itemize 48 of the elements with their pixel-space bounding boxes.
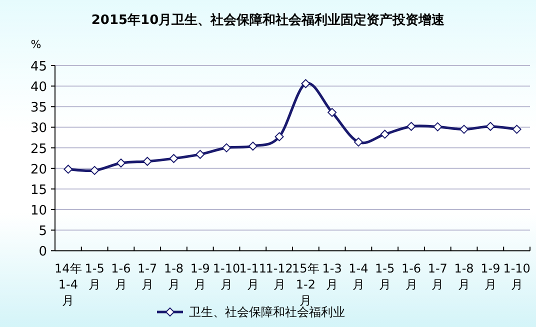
point bbox=[512, 124, 522, 134]
chart-title: 2015年10月卫生、社会保障和社会福利业固定资产投资增速 bbox=[91, 12, 446, 28]
point bbox=[64, 164, 73, 174]
y-tick-label: 5 bbox=[38, 224, 47, 240]
point bbox=[274, 132, 284, 142]
x-tick-label: 1-12月 bbox=[266, 262, 293, 292]
y-tick-label: 35 bbox=[30, 100, 47, 116]
x-tick-label: 1-8月 bbox=[454, 262, 474, 292]
x-tick-label: 1-7月 bbox=[428, 262, 448, 292]
x-tick-label: 1-3月 bbox=[322, 262, 342, 292]
y-tick-label: 20 bbox=[30, 162, 47, 178]
x-tick-label: 1-5月 bbox=[375, 262, 395, 292]
x-tick-label: 1-5月 bbox=[84, 262, 104, 292]
x-tick-label: 1-8月 bbox=[164, 262, 184, 292]
x-tick-label: 1-7月 bbox=[138, 262, 158, 292]
x-tick-label: 1-4月 bbox=[348, 262, 368, 292]
point bbox=[222, 143, 232, 152]
point bbox=[142, 156, 152, 166]
y-tick-label: 45 bbox=[30, 60, 47, 74]
x-tick-label: 1-6月 bbox=[401, 262, 422, 292]
point bbox=[486, 122, 495, 131]
point bbox=[354, 138, 363, 147]
x-tick-label: 14年1-4月 bbox=[54, 262, 82, 308]
point bbox=[169, 154, 178, 164]
point bbox=[380, 130, 390, 139]
x-tick-label: 1-11月 bbox=[239, 262, 267, 292]
point bbox=[460, 124, 469, 134]
point bbox=[433, 122, 442, 132]
x-tick-label: 1-10月 bbox=[212, 262, 240, 292]
point bbox=[196, 150, 205, 159]
y-tick-label: 40 bbox=[30, 80, 47, 96]
y-axis-title: % bbox=[30, 38, 42, 51]
y-tick-label: 0 bbox=[38, 244, 47, 260]
point bbox=[406, 122, 416, 131]
x-tick-label: 1-10月 bbox=[503, 262, 530, 292]
point bbox=[248, 142, 258, 151]
point bbox=[90, 166, 100, 175]
point bbox=[328, 108, 337, 117]
x-tick-label: 1-6月 bbox=[111, 262, 131, 292]
x-tick-label: 1-9月 bbox=[190, 262, 210, 292]
legend-label: 卫生、社会保障和社会福利业 bbox=[189, 305, 345, 319]
y-tick-label: 30 bbox=[30, 121, 47, 136]
y-tick-label: 10 bbox=[30, 204, 47, 219]
point bbox=[301, 79, 310, 88]
y-tick-label: 15 bbox=[30, 182, 47, 198]
x-tick-label: 1-9月 bbox=[480, 262, 500, 292]
point bbox=[116, 158, 126, 168]
y-tick-label: 25 bbox=[30, 142, 47, 157]
